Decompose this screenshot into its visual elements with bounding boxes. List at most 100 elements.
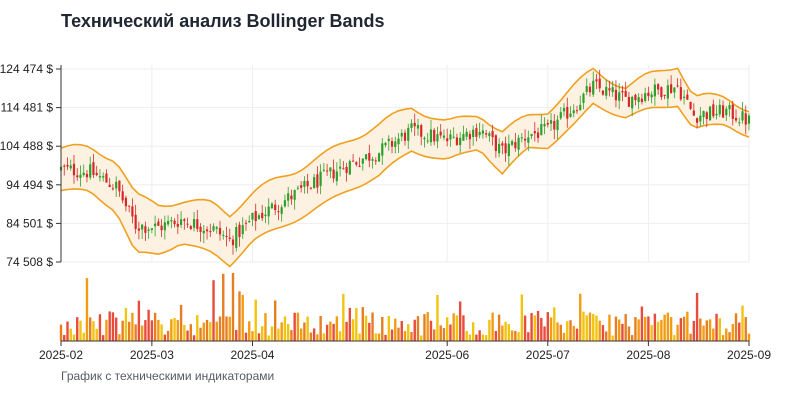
volume-bar: [617, 319, 621, 341]
volume-bar: [85, 278, 89, 341]
volume-bar: [394, 318, 397, 341]
candle-body: [306, 180, 309, 187]
candle-body: [575, 110, 579, 112]
candle-body: [118, 180, 121, 192]
candle-body: [355, 162, 358, 165]
candle-body: [413, 122, 416, 127]
volume-bar: [738, 322, 741, 341]
candle-body: [215, 227, 218, 229]
volume-bar: [708, 319, 712, 341]
candle-body: [657, 84, 660, 90]
candle-body: [708, 106, 712, 121]
candle-body: [403, 132, 407, 141]
candlesticks: [59, 69, 751, 255]
volume-bar: [533, 315, 537, 341]
volume-bars: [59, 273, 751, 341]
candle-body: [303, 180, 306, 187]
candle-body: [293, 189, 296, 200]
candle-body: [79, 174, 82, 178]
candle-body: [627, 96, 631, 107]
volume-bar: [679, 318, 683, 341]
x-tick-label: 2025-02: [39, 348, 83, 362]
candle-body: [338, 166, 342, 169]
volume-bar: [647, 316, 650, 341]
volume-bar: [523, 315, 527, 341]
volume-bar: [569, 320, 572, 341]
volume-bar: [293, 312, 296, 341]
candle-body: [358, 165, 361, 167]
candle-body: [498, 143, 501, 154]
volume-bar: [436, 294, 439, 341]
candle-body: [335, 171, 338, 182]
candle-body: [390, 141, 394, 147]
candle-body: [666, 85, 669, 99]
volume-bar: [196, 315, 199, 341]
candle-body: [225, 235, 228, 238]
candle-body: [455, 137, 459, 145]
volume-bar: [689, 333, 692, 341]
volume-bar: [527, 332, 530, 341]
volume-bar: [705, 320, 709, 341]
candle-body: [472, 129, 475, 137]
y-tick-label: 114 481 $: [1, 101, 54, 115]
volume-bar: [721, 335, 725, 341]
volume-bar: [140, 325, 144, 341]
candle-body: [92, 162, 95, 175]
candle-body: [699, 115, 702, 122]
volume-bar: [377, 333, 381, 341]
volume-bar: [121, 320, 124, 341]
candle-body: [141, 224, 144, 230]
candle-body: [176, 223, 179, 227]
volume-bar: [342, 293, 345, 341]
volume-bar: [335, 316, 339, 341]
candle-body: [705, 112, 708, 120]
volume-bar: [202, 322, 205, 341]
volume-bar: [153, 312, 157, 341]
x-tick-label: 2025-08: [626, 348, 670, 362]
candle-body: [345, 167, 348, 173]
volume-bar: [131, 312, 134, 341]
candle-body: [747, 115, 751, 124]
candle-body: [186, 223, 189, 225]
candle-body: [618, 92, 621, 101]
candle-body: [556, 119, 559, 131]
candle-body: [124, 197, 128, 207]
candle-body: [485, 133, 488, 135]
candle-body: [387, 138, 390, 142]
candle-body: [449, 134, 452, 140]
candle-body: [85, 173, 89, 178]
candle-body: [322, 169, 325, 171]
volume-bar: [238, 291, 241, 341]
volume-bar: [235, 329, 238, 341]
volume-bar: [540, 317, 543, 341]
volume-bar: [222, 273, 225, 341]
candle-body: [287, 193, 290, 201]
volume-bar: [520, 294, 524, 341]
x-tick-label: 2025-07: [526, 348, 570, 362]
candle-body: [585, 86, 588, 93]
volume-bar: [624, 314, 627, 341]
volume-bar: [536, 311, 540, 341]
volume-bar: [137, 300, 141, 341]
volume-bar: [345, 321, 348, 341]
candle-body: [199, 226, 202, 232]
volume-bar: [283, 316, 287, 341]
x-tick-label: 2025-03: [130, 348, 174, 362]
candle-body: [734, 117, 738, 121]
y-tick-label: 94 494 $: [6, 178, 53, 192]
volume-bar: [575, 328, 579, 341]
volume-bar: [270, 326, 274, 341]
candle-body: [647, 92, 650, 97]
candle-body: [682, 96, 686, 99]
volume-bar: [241, 294, 244, 341]
volume-bar: [458, 301, 462, 341]
candle-body: [105, 173, 108, 183]
volume-bar: [101, 335, 105, 341]
candle-body: [530, 133, 533, 137]
candle-body: [374, 160, 377, 162]
candle-body: [504, 143, 507, 154]
candle-body: [614, 89, 618, 101]
volume-bar: [157, 319, 160, 341]
volume-bar: [244, 332, 248, 341]
candle-body: [400, 132, 403, 137]
